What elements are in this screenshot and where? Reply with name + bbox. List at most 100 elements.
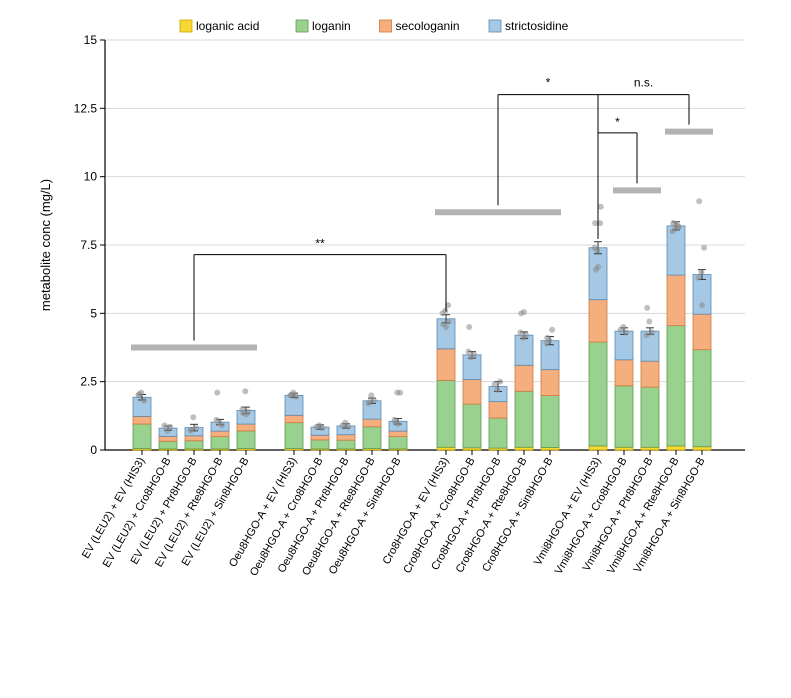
scatter-point — [544, 335, 550, 341]
scatter-point — [442, 308, 448, 314]
scatter-point — [623, 329, 629, 335]
bar-segment — [389, 431, 407, 436]
scatter-point — [167, 424, 173, 430]
bar-segment — [615, 331, 633, 360]
scatter-point — [698, 269, 704, 275]
scatter-point — [466, 349, 472, 355]
bar-segment — [311, 440, 329, 449]
scatter-point — [136, 391, 142, 397]
scatter-point — [190, 414, 196, 420]
svg-text:0: 0 — [90, 443, 97, 457]
bar-segment — [337, 435, 355, 440]
scatter-point — [188, 427, 194, 433]
svg-text:10: 10 — [84, 170, 98, 184]
scatter-point — [219, 422, 225, 428]
bar-segment — [667, 275, 685, 326]
bar-segment — [615, 386, 633, 448]
scatter-point — [593, 267, 599, 273]
bar-segment — [693, 314, 711, 350]
scatter-point — [646, 319, 652, 325]
scatter-point — [397, 390, 403, 396]
stacked-bar-chart: 02.557.51012.515metabolite conc (mg/L)EV… — [0, 0, 791, 698]
scatter-point — [243, 411, 249, 417]
bar-segment — [337, 440, 355, 449]
scatter-point — [492, 381, 498, 387]
scatter-point — [366, 399, 372, 405]
bar-segment — [363, 419, 381, 427]
bar-segment — [489, 418, 507, 448]
bar-segment — [389, 437, 407, 449]
bar-segment — [185, 436, 203, 441]
bar-segment — [237, 431, 255, 449]
bar-segment — [589, 248, 607, 300]
svg-text:secologanin: secologanin — [396, 19, 460, 33]
bar-segment — [589, 446, 607, 450]
svg-text:*: * — [546, 75, 551, 89]
scatter-point — [696, 198, 702, 204]
scatter-point — [162, 422, 168, 428]
scatter-point — [676, 224, 682, 230]
bar-segment — [159, 441, 177, 449]
bar-segment — [667, 326, 685, 446]
scatter-point — [521, 309, 527, 315]
bar-segment — [693, 447, 711, 450]
scatter-point — [644, 305, 650, 311]
bar-segment — [693, 350, 711, 447]
svg-text:strictosidine: strictosidine — [505, 19, 569, 33]
svg-text:metabolite conc (mg/L): metabolite conc (mg/L) — [38, 179, 53, 311]
svg-text:loganin: loganin — [312, 19, 351, 33]
scatter-point — [494, 387, 500, 393]
scatter-point — [649, 329, 655, 335]
scatter-point — [242, 388, 248, 394]
scatter-point — [214, 390, 220, 396]
bar-segment — [437, 380, 455, 447]
scatter-point — [696, 275, 702, 281]
bar-segment — [185, 441, 203, 449]
scatter-point — [594, 247, 600, 253]
scatter-point — [701, 245, 707, 251]
bar-segment — [437, 349, 455, 380]
bar-segment — [515, 391, 533, 447]
bar-segment — [489, 402, 507, 418]
bar-segment — [589, 342, 607, 446]
bar-segment — [615, 447, 633, 450]
bar-segment — [133, 416, 151, 424]
scatter-point — [319, 425, 325, 431]
scatter-point — [518, 329, 524, 335]
bar-segment — [541, 370, 559, 396]
svg-text:loganic acid: loganic acid — [196, 19, 259, 33]
svg-text:7.5: 7.5 — [80, 238, 97, 252]
bar-segment — [667, 446, 685, 450]
svg-text:2.5: 2.5 — [80, 375, 97, 389]
bar-segment — [285, 423, 303, 449]
svg-text:n.s.: n.s. — [634, 75, 653, 89]
bar-segment — [615, 360, 633, 386]
scatter-point — [141, 398, 147, 404]
bar-segment — [311, 435, 329, 440]
svg-text:15: 15 — [84, 33, 98, 47]
scatter-point — [620, 324, 626, 330]
scatter-point — [497, 379, 503, 385]
bar-segment — [211, 431, 229, 436]
scatter-point — [592, 220, 598, 226]
bar-segment — [515, 365, 533, 391]
scatter-point — [644, 332, 650, 338]
scatter-point — [288, 392, 294, 398]
scatter-point — [443, 324, 449, 330]
scatter-point — [368, 392, 374, 398]
scatter-point — [523, 332, 529, 338]
scatter-point — [446, 319, 452, 325]
bar-segment — [363, 427, 381, 449]
scatter-point — [466, 324, 472, 330]
bar-segment — [159, 436, 177, 441]
bar-segment — [641, 387, 659, 447]
bar-segment — [237, 424, 255, 431]
bar-segment — [133, 424, 151, 449]
svg-text:*: * — [615, 115, 620, 129]
chart-container: 02.557.51012.515metabolite conc (mg/L)EV… — [0, 0, 791, 698]
svg-text:12.5: 12.5 — [74, 101, 98, 115]
bar-segment — [463, 404, 481, 448]
bar-segment — [589, 300, 607, 342]
bar-segment — [515, 447, 533, 450]
scatter-point — [345, 424, 351, 430]
